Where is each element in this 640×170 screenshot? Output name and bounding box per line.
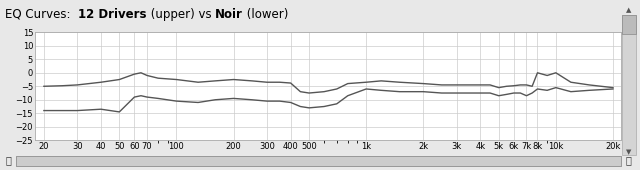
Text: Noir: Noir bbox=[215, 8, 243, 21]
Text: (upper) vs: (upper) vs bbox=[147, 8, 215, 21]
Text: ▲: ▲ bbox=[627, 8, 632, 14]
Text: 〉: 〉 bbox=[626, 156, 632, 166]
Text: (lower): (lower) bbox=[243, 8, 288, 21]
Text: 〈: 〈 bbox=[5, 156, 11, 166]
Text: EQ Curves:: EQ Curves: bbox=[5, 8, 78, 21]
Text: ▼: ▼ bbox=[627, 149, 632, 155]
Text: 12 Drivers: 12 Drivers bbox=[78, 8, 147, 21]
